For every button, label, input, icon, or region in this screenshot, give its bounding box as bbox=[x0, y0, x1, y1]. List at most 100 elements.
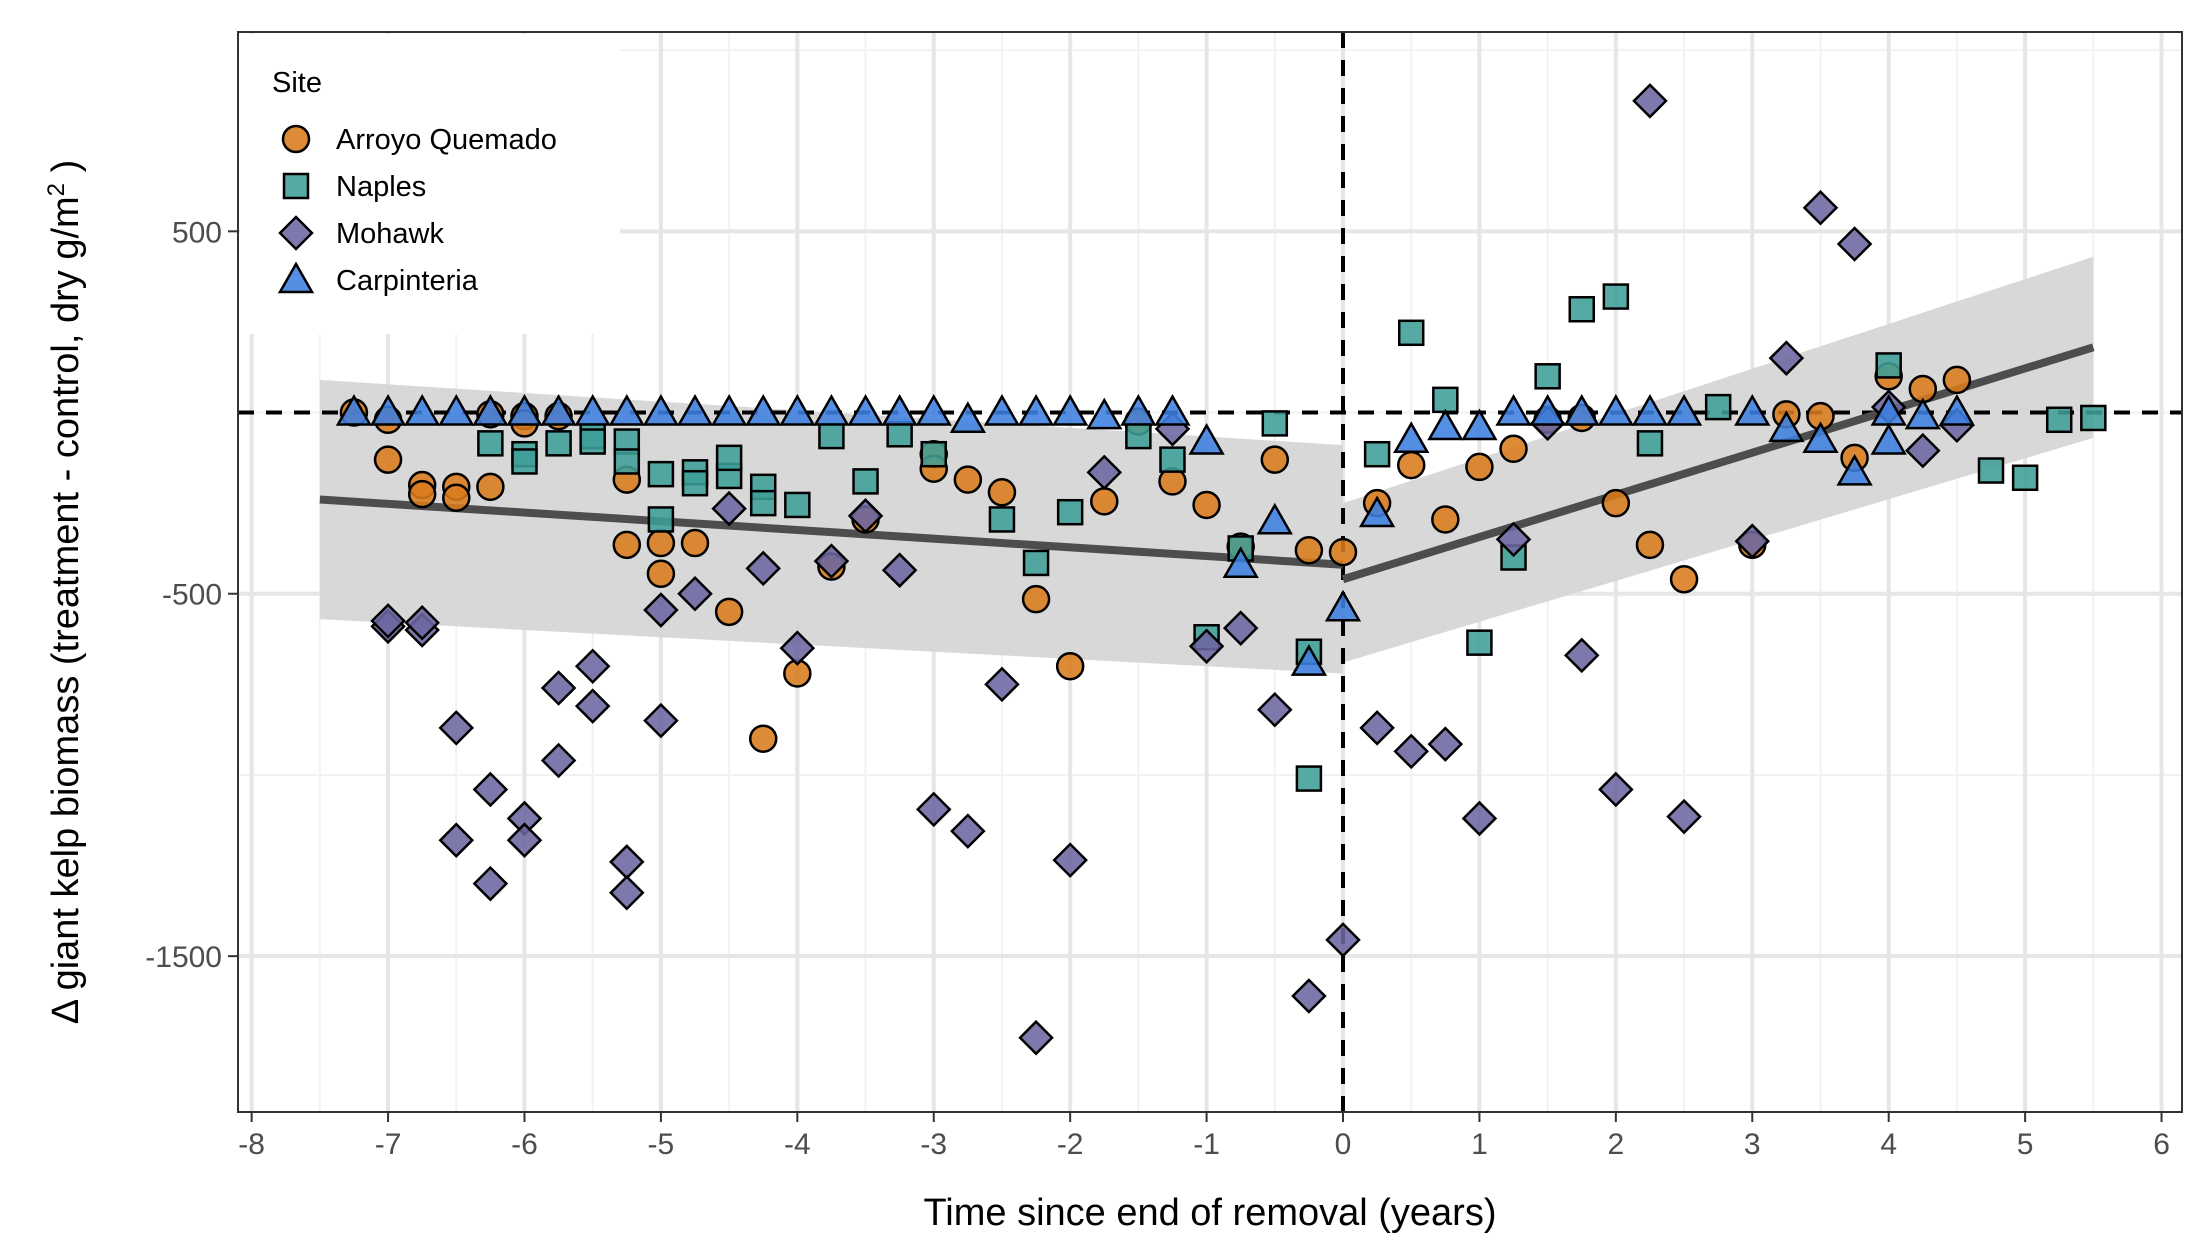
confidence-band-before bbox=[319, 379, 1344, 674]
data-point bbox=[511, 448, 538, 475]
data-point bbox=[1397, 319, 1425, 347]
data-point bbox=[1188, 423, 1225, 455]
data-point bbox=[1052, 842, 1088, 878]
data-point bbox=[1836, 226, 1873, 262]
data-point bbox=[749, 489, 777, 517]
data-point bbox=[1056, 498, 1084, 526]
data-point bbox=[2080, 404, 2107, 432]
series-naples bbox=[477, 283, 2107, 792]
data-point bbox=[1905, 432, 1941, 469]
data-point bbox=[1534, 363, 1561, 390]
data-point bbox=[579, 428, 606, 455]
data-point bbox=[813, 394, 850, 426]
y-axis-title-suffix: ) bbox=[45, 160, 87, 183]
data-point bbox=[540, 742, 577, 779]
data-point bbox=[609, 874, 645, 911]
x-tick-label: 3 bbox=[1744, 1128, 1761, 1161]
x-tick-label: -6 bbox=[511, 1128, 538, 1161]
data-point bbox=[1734, 394, 1771, 426]
data-point bbox=[818, 422, 845, 450]
data-point bbox=[1461, 408, 1498, 441]
data-point bbox=[1324, 589, 1362, 622]
x-tick-label: -5 bbox=[648, 1128, 675, 1161]
y-axis-title-main: Δ giant kelp biomass (treatment - contro… bbox=[45, 196, 87, 1024]
data-point bbox=[677, 575, 713, 612]
data-point bbox=[1499, 434, 1528, 464]
data-point bbox=[784, 491, 811, 519]
data-point bbox=[438, 710, 475, 746]
x-axis-title: Time since end of removal (years) bbox=[923, 1192, 1496, 1234]
data-point bbox=[1734, 523, 1771, 559]
y-tick-label: -1500 bbox=[145, 941, 222, 974]
data-point bbox=[574, 394, 611, 426]
data-point bbox=[2011, 464, 2039, 492]
data-point bbox=[915, 791, 952, 828]
fit-line-before bbox=[319, 495, 1344, 569]
data-point bbox=[1222, 546, 1259, 579]
data-point bbox=[1942, 365, 1972, 395]
data-point bbox=[335, 394, 373, 426]
data-point bbox=[2045, 406, 2073, 434]
data-point bbox=[1290, 644, 1328, 676]
data-point bbox=[476, 472, 505, 502]
data-point bbox=[1431, 505, 1460, 534]
data-point bbox=[477, 430, 504, 457]
data-point bbox=[646, 559, 676, 589]
legend-key-circle-icon bbox=[281, 124, 311, 154]
data-point bbox=[472, 394, 509, 426]
legend-key-triangle-icon bbox=[277, 261, 315, 294]
data-point bbox=[1631, 394, 1669, 426]
legend-title: Site bbox=[272, 67, 322, 99]
data-point bbox=[1802, 421, 1839, 453]
y-tick-label: 500 bbox=[172, 216, 222, 249]
data-point bbox=[609, 844, 645, 880]
data-point bbox=[915, 394, 952, 426]
data-point bbox=[472, 771, 509, 808]
data-point bbox=[920, 440, 947, 468]
data-point bbox=[647, 460, 675, 488]
data-point bbox=[983, 394, 1021, 426]
data-point bbox=[1086, 397, 1123, 430]
data-point bbox=[1465, 452, 1494, 482]
x-tick-label: -3 bbox=[920, 1128, 947, 1161]
data-point bbox=[1977, 457, 2005, 484]
data-point bbox=[1022, 549, 1050, 577]
data-point bbox=[1636, 430, 1664, 457]
y-axis-title-superscript: 2 bbox=[43, 183, 70, 196]
x-tick-label: -8 bbox=[238, 1128, 265, 1161]
x-tick-label: 0 bbox=[1335, 1128, 1352, 1161]
data-point bbox=[1938, 394, 1976, 426]
data-point bbox=[949, 401, 987, 434]
x-tick-label: 1 bbox=[1471, 1128, 1488, 1161]
x-tick-label: -1 bbox=[1193, 1128, 1220, 1161]
data-point bbox=[681, 469, 709, 497]
legend-key-diamond-icon bbox=[278, 215, 314, 251]
data-point bbox=[676, 394, 714, 426]
data-point bbox=[1665, 394, 1703, 426]
data-point bbox=[1393, 421, 1430, 453]
x-tick-label: -2 bbox=[1057, 1128, 1084, 1161]
legend-label: Mohawk bbox=[336, 218, 444, 250]
data-point bbox=[1260, 445, 1290, 474]
data-point bbox=[715, 444, 743, 472]
x-tick-label: -4 bbox=[784, 1128, 811, 1161]
data-point bbox=[1055, 651, 1085, 681]
data-point bbox=[1563, 394, 1600, 426]
y-axis-title: Δ giant kelp biomass (treatment - contro… bbox=[43, 160, 87, 1025]
data-point bbox=[643, 592, 679, 628]
data-point bbox=[1090, 487, 1119, 516]
data-point bbox=[643, 702, 679, 739]
data-point bbox=[1669, 564, 1699, 594]
data-point bbox=[1086, 454, 1123, 491]
data-point bbox=[1568, 295, 1595, 323]
data-point bbox=[987, 478, 1017, 507]
x-tick-label: -7 bbox=[375, 1128, 402, 1161]
data-point bbox=[1802, 190, 1839, 226]
data-point bbox=[1192, 490, 1221, 520]
data-point bbox=[1632, 83, 1668, 119]
axes: -8 -7 -6 -5 -4 -3 -2 -1 0 1 2 3 4 5 6 500 -500 -1500 bbox=[145, 216, 2170, 1161]
data-point bbox=[442, 483, 471, 512]
data-point bbox=[1021, 584, 1051, 614]
data-point bbox=[1017, 394, 1055, 426]
